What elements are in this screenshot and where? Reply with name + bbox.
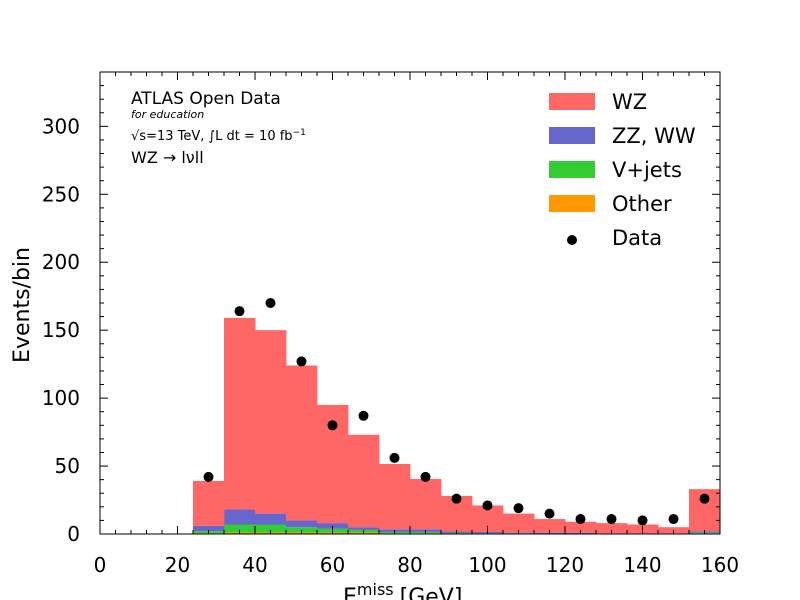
- data-point: [234, 306, 245, 317]
- bar-v-jets-5: [255, 524, 287, 533]
- bar-wz-14: [534, 519, 566, 533]
- legend-marker-data: [567, 235, 577, 245]
- axes: 0 20 40 60 80 100 120 140 160 0 50 100 150 200 250 300: [42, 71, 739, 577]
- legend-swatch-vjets: [549, 161, 595, 178]
- bar-wz-13: [503, 513, 535, 533]
- x-tick-label: 80: [397, 553, 422, 577]
- bar-v-jets-4: [224, 524, 256, 533]
- bar-v-jets-6: [286, 527, 318, 533]
- legend-swatch-other: [549, 195, 595, 212]
- legend-label-other: Other: [612, 192, 672, 216]
- stacked-histogram: [193, 317, 721, 534]
- bar-wz-5: [255, 330, 287, 514]
- y-tick-label: 50: [55, 454, 80, 478]
- data-point: [606, 514, 617, 525]
- energy-text: =13 TeV,: [146, 129, 204, 144]
- annotation-subtitle: for education: [131, 108, 204, 121]
- legend-label-zz-ww: ZZ, WW: [612, 124, 696, 148]
- lumi-exponent: −1: [293, 128, 306, 138]
- bar-zz-ww-6: [286, 520, 318, 528]
- bar-zz-ww-5: [255, 513, 287, 525]
- data-point: [203, 471, 214, 482]
- legend-label-wz: WZ: [612, 90, 647, 114]
- lumi-text: L dt = 10 fb: [215, 129, 292, 144]
- bar-zz-ww-8: [348, 527, 380, 530]
- bar-zz-ww-4: [224, 509, 256, 525]
- data-point: [575, 514, 586, 525]
- annotation-energy: √s=13 TeV, ∫L dt = 10 fb−1: [131, 128, 306, 144]
- x-tick-label: 0: [94, 553, 107, 577]
- data-point: [358, 410, 369, 421]
- x-tick-label: 120: [546, 553, 584, 577]
- data-point: [513, 503, 524, 514]
- data-point: [451, 493, 462, 504]
- data-point: [699, 493, 710, 504]
- data-point: [637, 515, 648, 526]
- x-axis-title: Emiss [GeV]: [343, 580, 462, 600]
- data-point: [389, 452, 400, 463]
- bar-wz-6: [286, 365, 318, 521]
- y-tick-label: 150: [42, 318, 80, 342]
- bar-zz-ww-3: [193, 525, 225, 532]
- legend: WZ ZZ, WW V+jets Other Data: [549, 90, 696, 250]
- y-axis-title: Events/bin: [10, 247, 35, 363]
- bar-wz-8: [348, 434, 380, 528]
- bar-wz-9: [379, 464, 411, 530]
- bar-wz-4: [224, 317, 256, 510]
- legend-swatch-wz: [549, 93, 595, 110]
- x-tick-label: 40: [242, 553, 267, 577]
- data-point: [265, 298, 276, 308]
- x-tick-label: 20: [165, 553, 190, 577]
- x-tick-label: 140: [623, 553, 661, 577]
- data-point: [327, 420, 338, 431]
- bar-zz-ww-7: [317, 523, 349, 529]
- y-tick-label: 300: [42, 114, 80, 138]
- y-tick-label: 200: [42, 250, 80, 274]
- x-tick-label: 60: [320, 553, 345, 577]
- data-point: [420, 471, 431, 482]
- bar-wz-10: [410, 478, 442, 530]
- annotation-title: ATLAS Open Data: [131, 89, 281, 109]
- data-point: [296, 356, 307, 367]
- legend-label-data: Data: [612, 226, 662, 250]
- x-tick-label: 100: [468, 553, 506, 577]
- y-tick-label: 100: [42, 386, 80, 410]
- data-point: [544, 508, 555, 519]
- legend-label-vjets: V+jets: [612, 158, 682, 182]
- bar-wz-15: [565, 521, 597, 533]
- x-axis-title-sup: miss: [357, 580, 394, 599]
- energy-sqrt: √s: [131, 129, 146, 144]
- x-axis-title-main: E: [343, 585, 357, 600]
- atlas-annotation: ATLAS Open Data for education √s=13 TeV,…: [131, 89, 306, 167]
- y-tick-label: 250: [42, 182, 80, 206]
- data-points: [203, 298, 710, 526]
- x-axis-title-unit: [GeV]: [400, 585, 463, 600]
- data-point: [482, 500, 493, 511]
- y-tick-label: 0: [67, 522, 80, 546]
- bar-wz-16: [596, 523, 628, 534]
- bar-wz-3: [193, 481, 225, 526]
- lumi-integral: ∫: [208, 129, 215, 144]
- annotation-process: WZ → lνll: [131, 148, 204, 167]
- x-tick-label: 160: [701, 553, 739, 577]
- legend-swatch-zz-ww: [549, 127, 595, 144]
- data-point: [668, 514, 679, 525]
